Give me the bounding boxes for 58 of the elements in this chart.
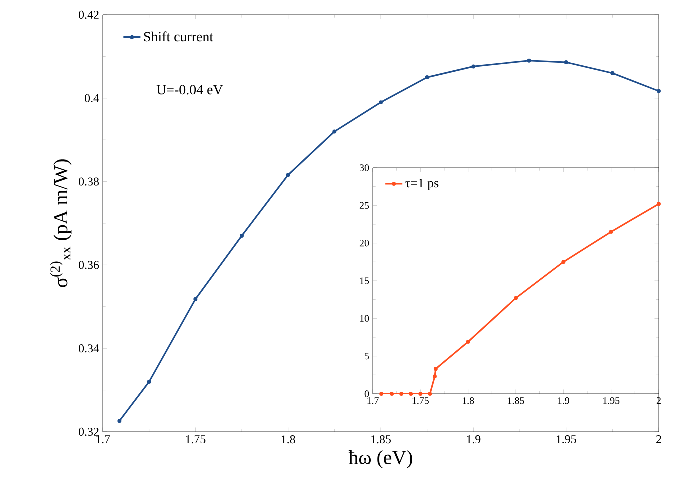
point (562, 260, 566, 264)
x-tick-label: 1.9 (467, 436, 481, 444)
point (418, 392, 423, 396)
y-tick-label: 30 (360, 164, 370, 172)
x-tick-label: 1.85 (372, 436, 391, 444)
y-tick-label: 0.4 (84, 94, 100, 102)
legend-label: Shift current (144, 32, 214, 42)
point (118, 419, 122, 424)
annotation: U=-0.04 eV (156, 85, 224, 95)
point (390, 392, 394, 396)
point (657, 202, 661, 206)
point (610, 71, 615, 76)
x-axis-title: ħω (eV) (348, 450, 412, 469)
point (147, 380, 152, 384)
legend-label: τ=1 ps (406, 178, 439, 190)
point (434, 367, 438, 372)
point (194, 297, 198, 302)
point (286, 173, 290, 178)
x-tick-label: 2 (656, 398, 661, 404)
point (514, 296, 518, 300)
point (657, 89, 662, 94)
x-tick-label: 1.7 (368, 398, 379, 404)
point (609, 230, 614, 234)
x-tick-label: 1.95 (556, 436, 576, 444)
point (400, 392, 404, 396)
y-tick-label: 20 (360, 240, 370, 247)
point (240, 234, 244, 238)
y-tick-label: 10 (360, 315, 370, 322)
point (380, 392, 384, 396)
y-axis-title: σ$^{(2)}$$_{xx}$ (pA m/W) (50, 160, 72, 288)
y-tick-label: 0.36 (79, 261, 100, 270)
y-tick-label: 25 (360, 202, 370, 210)
x-tick-label: 1.75 (186, 436, 206, 444)
y-tick-label: 15 (360, 278, 370, 284)
point (527, 58, 532, 63)
x-tick-label: 1.85 (508, 398, 524, 404)
point (332, 130, 337, 134)
y-tick-label: 0.38 (79, 178, 100, 186)
point (564, 60, 568, 65)
point (379, 100, 383, 105)
x-tick-label: 1.8 (282, 436, 296, 444)
point (472, 64, 476, 69)
y-tick-label: 0.32 (79, 428, 99, 436)
y-tick-label: 5 (365, 353, 370, 360)
point (428, 392, 432, 396)
x-tick-label: 1.75 (412, 398, 429, 404)
y-tick-label: 0.42 (79, 10, 99, 20)
x-tick-label: 2 (656, 436, 662, 444)
point (432, 374, 437, 379)
y-tick-label: 0.34 (79, 344, 100, 353)
point (425, 76, 430, 80)
x-tick-label: 1.8 (462, 398, 474, 404)
x-tick-label: 1.95 (603, 398, 620, 404)
point (409, 392, 414, 396)
x-tick-label: 1.7 (96, 436, 110, 444)
y-tick-label: 0 (364, 390, 370, 398)
point (466, 340, 470, 344)
x-tick-label: 1.9 (558, 398, 570, 404)
